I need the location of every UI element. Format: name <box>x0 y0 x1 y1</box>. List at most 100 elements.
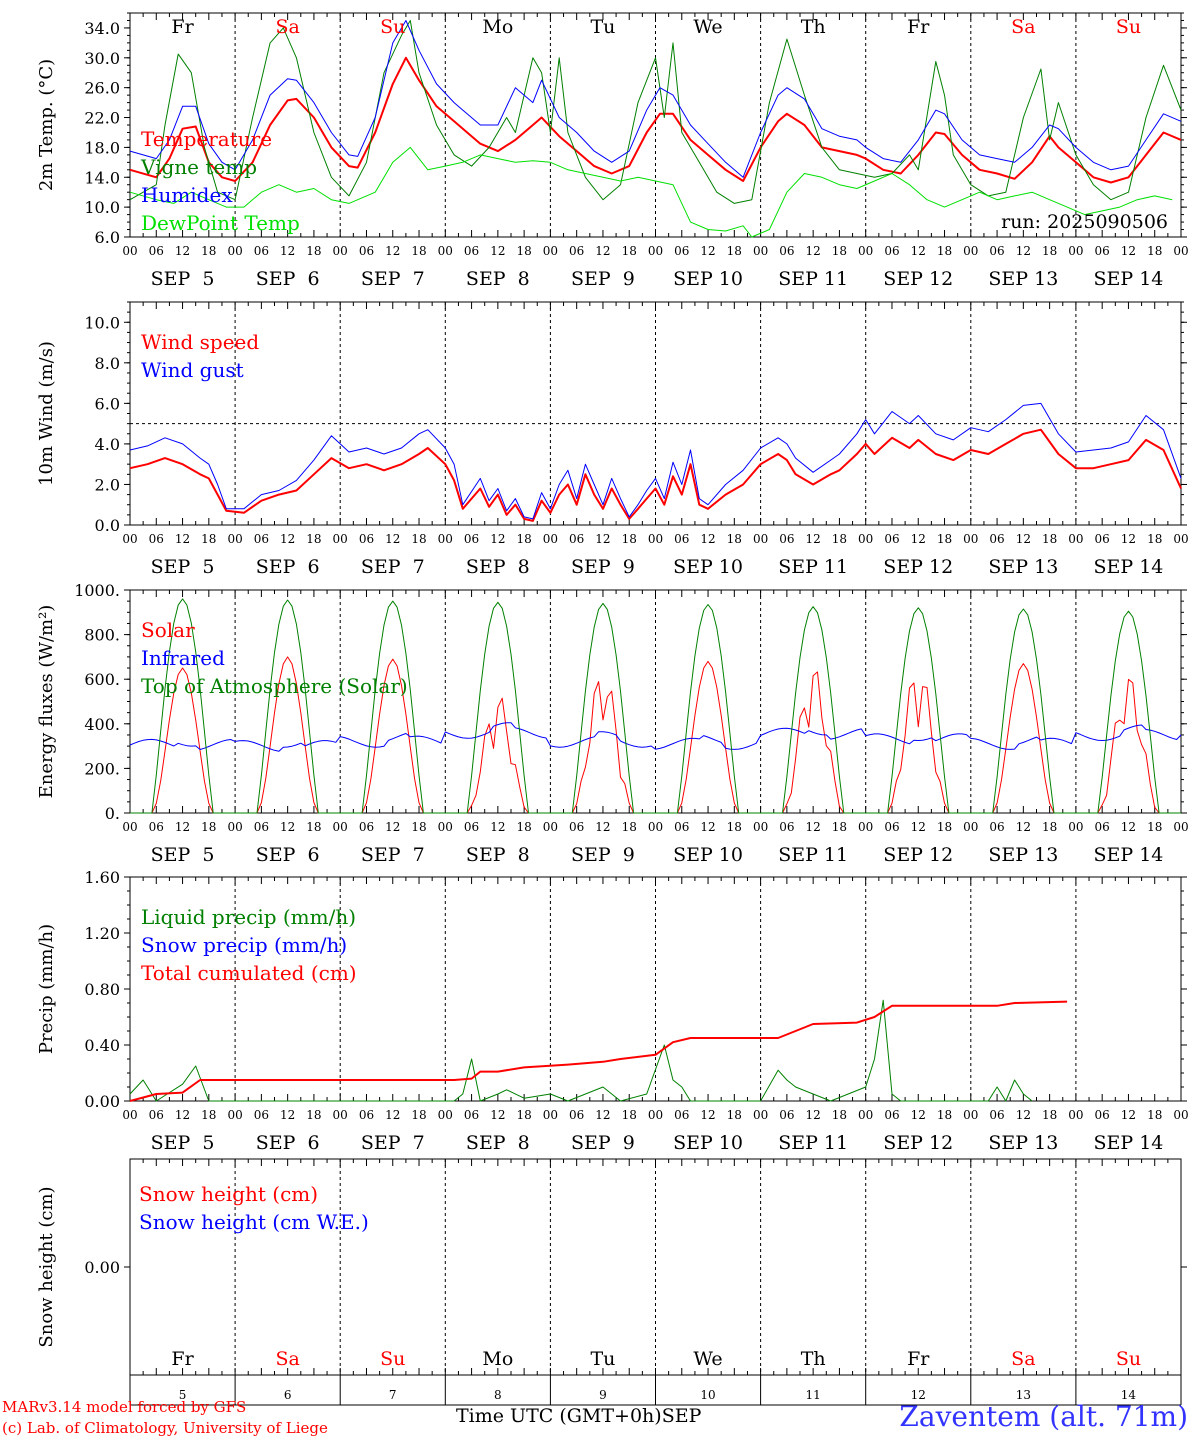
hour-label: 00 <box>753 244 768 258</box>
hour-label: 18 <box>201 820 216 834</box>
hour-label: 12 <box>595 244 610 258</box>
hour-label: 00 <box>963 532 978 546</box>
date-label: SEP 14 <box>1094 844 1164 866</box>
hour-label: 18 <box>937 1108 952 1122</box>
panel-frame-temperature <box>129 12 1182 238</box>
hour-label: 12 <box>595 1108 610 1122</box>
hour-label: 06 <box>569 1108 584 1122</box>
hour-label: 06 <box>254 1108 269 1122</box>
hour-label: 18 <box>727 820 742 834</box>
hour-label: 00 <box>543 244 558 258</box>
run-label: run: 2025090506 <box>1001 211 1168 233</box>
date-label: SEP 9 <box>571 1132 635 1154</box>
hour-label: 18 <box>306 532 321 546</box>
hour-label: 18 <box>832 1108 847 1122</box>
day-of-week-label: Sa <box>1011 1348 1035 1370</box>
hour-label: 06 <box>884 532 899 546</box>
date-label: SEP 8 <box>466 556 530 578</box>
hour-label: 06 <box>1095 532 1110 546</box>
panel-frame-energy <box>129 589 1182 814</box>
legend-infrared: Infrared <box>141 646 225 670</box>
hour-label: 00 <box>1068 820 1083 834</box>
hour-label: 18 <box>832 532 847 546</box>
y-tick-label: 18.0 <box>84 138 120 157</box>
day-number-label: 13 <box>1016 1388 1031 1402</box>
hour-label: 18 <box>516 532 531 546</box>
date-label: SEP 7 <box>361 844 425 866</box>
day-of-week-label: Sa <box>1011 16 1035 38</box>
date-label: SEP 7 <box>361 556 425 578</box>
date-label: SEP 9 <box>571 556 635 578</box>
date-label: SEP 5 <box>151 268 215 290</box>
hour-label: 12 <box>700 1108 715 1122</box>
day-of-week-label: Th <box>801 1348 826 1370</box>
date-label: SEP 11 <box>778 268 848 290</box>
y-tick-label: 0. <box>105 804 120 823</box>
day-number-label: 6 <box>284 1388 292 1402</box>
date-label: SEP 6 <box>256 1132 320 1154</box>
day-of-week-label: Sa <box>275 16 299 38</box>
legend-snow-precip-mm-h-: Snow precip (mm/h) <box>141 933 347 957</box>
hour-label: 12 <box>700 532 715 546</box>
hour-label: 12 <box>280 244 295 258</box>
day-of-week-label: Th <box>801 16 826 38</box>
legend-wind-gust: Wind gust <box>141 358 244 382</box>
hour-label: 06 <box>884 820 899 834</box>
date-label: SEP 14 <box>1094 1132 1164 1154</box>
hour-label: 00 <box>227 1108 242 1122</box>
hour-label: 00 <box>858 532 873 546</box>
hour-label: 00 <box>963 820 978 834</box>
date-label: SEP 6 <box>256 268 320 290</box>
y-axis-label: Snow height (cm) <box>36 1186 57 1347</box>
series-line-liquid-precip-mm-h- <box>129 999 1033 1102</box>
y-axis-label: Precip (mm/h) <box>36 924 57 1054</box>
legend-snow-height-cm-w-e-: Snow height (cm W.E.) <box>139 1210 369 1234</box>
hour-label: 00 <box>1068 244 1083 258</box>
hour-label: 06 <box>1095 820 1110 834</box>
hour-label: 00 <box>1173 1108 1188 1122</box>
date-label: SEP 5 <box>151 844 215 866</box>
series-line-temperature <box>129 56 1182 184</box>
date-label: SEP 13 <box>988 268 1058 290</box>
y-tick-label: 4.0 <box>95 435 120 454</box>
y-tick-label: 0.00 <box>84 1258 120 1277</box>
day-of-week-label: Fr <box>907 1348 930 1370</box>
legend-solar: Solar <box>141 618 195 642</box>
hour-label: 18 <box>727 1108 742 1122</box>
date-label: SEP 11 <box>778 556 848 578</box>
hour-label: 12 <box>806 820 821 834</box>
hour-label: 18 <box>937 244 952 258</box>
hour-label: 18 <box>1042 532 1057 546</box>
date-label: SEP 8 <box>466 844 530 866</box>
hour-label: 06 <box>989 820 1004 834</box>
hour-label: 12 <box>490 820 505 834</box>
y-tick-label: 30.0 <box>84 49 120 68</box>
date-label: SEP 6 <box>256 844 320 866</box>
hour-label: 06 <box>359 1108 374 1122</box>
hour-label: 12 <box>385 1108 400 1122</box>
hour-label: 06 <box>254 244 269 258</box>
hour-label: 06 <box>779 244 794 258</box>
day-of-week-label: Fr <box>171 16 194 38</box>
hour-label: 00 <box>333 820 348 834</box>
hour-label: 12 <box>490 1108 505 1122</box>
lab-credit: (c) Lab. of Climatology, University of L… <box>2 1419 328 1437</box>
hour-label: 06 <box>359 532 374 546</box>
hour-label: 12 <box>280 532 295 546</box>
hour-label: 06 <box>569 820 584 834</box>
hour-label: 00 <box>122 820 137 834</box>
hour-label: 06 <box>254 532 269 546</box>
hour-label: 12 <box>385 820 400 834</box>
hour-label: 12 <box>806 532 821 546</box>
date-label: SEP 5 <box>151 556 215 578</box>
hour-label: 18 <box>622 244 637 258</box>
hour-label: 06 <box>779 532 794 546</box>
legend-liquid-precip-mm-h-: Liquid precip (mm/h) <box>141 905 356 929</box>
hour-label: 12 <box>700 244 715 258</box>
legend-dewpoint-temp: DewPoint Temp <box>141 211 300 235</box>
hour-label: 18 <box>832 244 847 258</box>
hour-label: 06 <box>1095 244 1110 258</box>
legend-temperature: Temperature <box>141 127 272 151</box>
date-label: SEP 14 <box>1094 556 1164 578</box>
hour-label: 18 <box>1042 820 1057 834</box>
